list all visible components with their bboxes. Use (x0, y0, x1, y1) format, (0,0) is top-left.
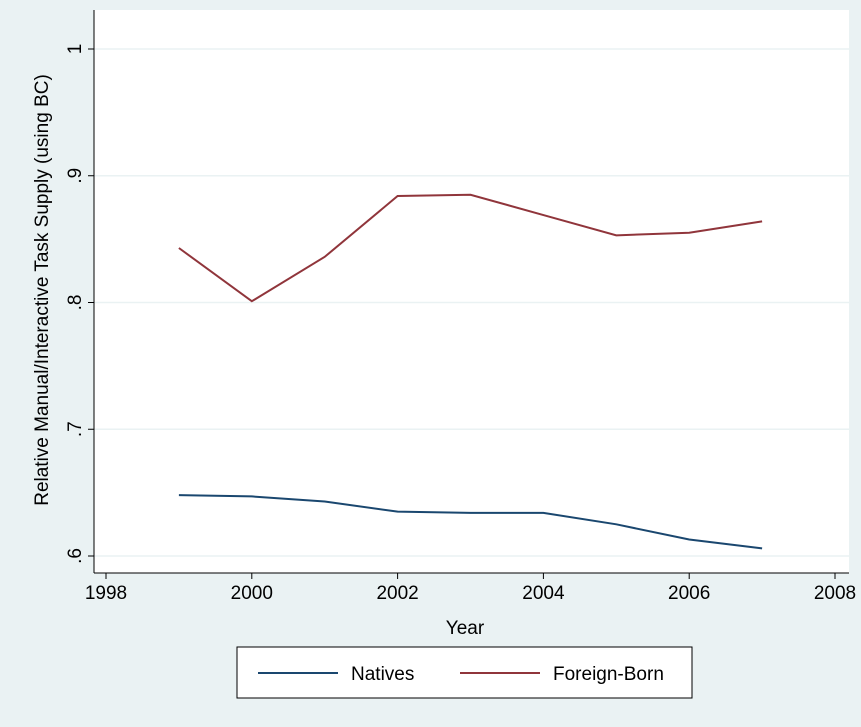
line (178, 494, 763, 550)
x-tick-label: 2006 (668, 583, 710, 604)
y-tick-label: .9 (65, 168, 86, 184)
line (178, 193, 763, 303)
y-tick-label: .8 (65, 295, 86, 311)
y-tick-label: 1 (65, 44, 86, 55)
x-tick-label: 2004 (522, 583, 565, 604)
y-tick-label: .7 (65, 421, 86, 437)
legend-label: Foreign-Born (553, 664, 664, 685)
x-tick-label: 2008 (814, 583, 856, 604)
legend-label: Natives (351, 664, 414, 685)
plot-area (94, 10, 849, 573)
y-tick-label: .6 (65, 548, 86, 564)
x-tick-label: 1998 (85, 583, 127, 604)
x-tick-label: 2002 (376, 583, 418, 604)
x-tick-label: 2000 (231, 583, 273, 604)
x-axis-title: Year (446, 618, 485, 639)
y-axis-title: Relative Manual/Interactive Task Supply … (32, 74, 53, 506)
